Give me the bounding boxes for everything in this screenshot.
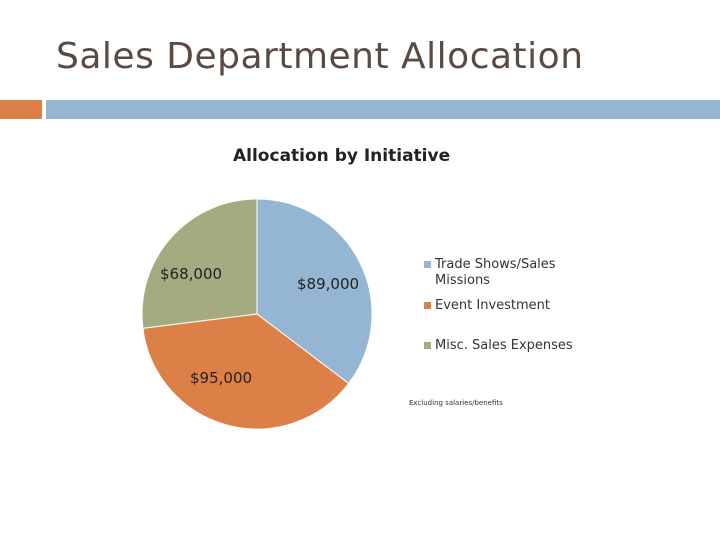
data-label-trade-shows: $89,000 <box>297 275 360 293</box>
legend-swatch-event-investment <box>424 302 431 309</box>
legend-swatch-misc-sales <box>424 342 431 349</box>
accent-bar-orange <box>0 100 42 119</box>
data-label-misc-sales: $68,000 <box>160 265 223 283</box>
pie-slice-trade-shows <box>256 198 373 385</box>
data-label-event-investment: $95,000 <box>190 369 253 387</box>
legend-label-event-investment: Event Investment <box>435 298 551 313</box>
legend-label-misc-sales: Misc. Sales Expenses <box>435 338 573 353</box>
accent-bar-blue <box>46 100 720 119</box>
pie-slice-misc-sales <box>141 198 258 329</box>
slide-title: Sales Department Allocation <box>56 36 584 77</box>
legend-label-trade-shows: Trade Shows/Sales Missions <box>435 257 556 288</box>
chart-title: Allocation by Initiative <box>233 146 451 166</box>
pie-slice-event-investment <box>142 313 350 430</box>
legend-swatch-trade-shows <box>424 261 431 268</box>
chart-footnote: Excluding salaries/benefits <box>409 399 503 407</box>
